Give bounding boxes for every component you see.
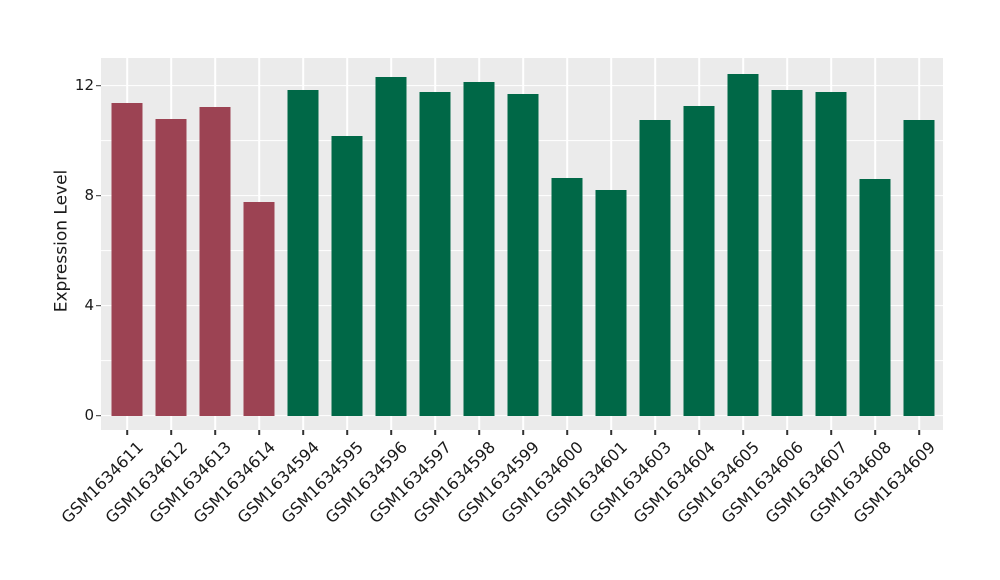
y-tick-mark	[96, 414, 101, 417]
bar-GSM1634603	[639, 119, 671, 416]
y-tick-mark	[96, 304, 101, 307]
x-tick-mark	[522, 430, 524, 435]
bar-GSM1634609	[903, 119, 935, 416]
plot-panel	[101, 58, 943, 430]
bar-GSM1634613	[199, 106, 231, 416]
bar-GSM1634612	[155, 119, 187, 416]
x-tick-mark	[786, 430, 788, 435]
x-tick-mark	[170, 430, 172, 435]
y-tick-label-4: 4	[84, 295, 94, 314]
bar-GSM1634595	[331, 136, 363, 416]
y-tick-label-8: 8	[84, 185, 94, 204]
x-tick-mark	[654, 430, 656, 435]
y-tick-label-12: 12	[74, 75, 94, 94]
x-tick-mark	[698, 430, 700, 435]
x-tick-mark	[126, 430, 128, 435]
x-tick-mark	[566, 430, 568, 435]
bar-GSM1634594	[287, 89, 319, 416]
y-tick-label-0: 0	[84, 405, 94, 424]
x-tick-mark	[434, 430, 436, 435]
x-tick-mark	[918, 430, 920, 435]
gridline-h-12	[101, 84, 943, 87]
x-tick-mark	[302, 430, 304, 435]
bar-GSM1634611	[111, 103, 143, 416]
x-tick-mark	[610, 430, 612, 435]
bar-GSM1634608	[859, 179, 891, 416]
x-tick-mark	[742, 430, 744, 435]
x-tick-mark	[214, 430, 216, 435]
x-tick-mark	[478, 430, 480, 435]
gridline-h-0	[101, 414, 943, 417]
x-tick-mark	[874, 430, 876, 435]
bar-GSM1634596	[375, 76, 407, 416]
x-tick-mark	[258, 430, 260, 435]
bar-GSM1634600	[551, 178, 583, 416]
bar-GSM1634598	[463, 82, 495, 416]
bar-GSM1634607	[815, 91, 847, 416]
x-tick-mark	[346, 430, 348, 435]
bar-GSM1634606	[771, 89, 803, 416]
bar-GSM1634604	[683, 106, 715, 416]
bar-GSM1634605	[727, 74, 759, 416]
bar-GSM1634601	[595, 190, 627, 416]
x-tick-label-GSM1634609: GSM1634609	[849, 437, 940, 528]
bar-GSM1634614	[243, 202, 275, 416]
y-tick-mark	[96, 194, 101, 197]
bar-GSM1634597	[419, 92, 451, 416]
bar-GSM1634599	[507, 94, 539, 416]
x-tick-mark	[830, 430, 832, 435]
y-tick-mark	[96, 84, 101, 87]
x-tick-mark	[390, 430, 392, 435]
